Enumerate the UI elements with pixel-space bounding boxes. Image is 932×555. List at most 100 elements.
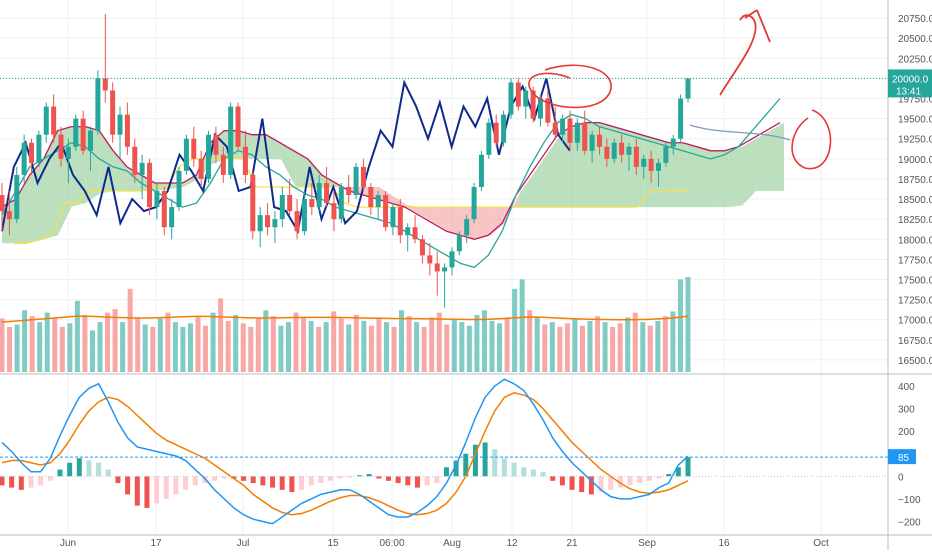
candle-body xyxy=(368,186,374,208)
ichimoku-cloud-segment xyxy=(672,142,687,208)
volume-bar xyxy=(323,322,329,372)
volume-bar xyxy=(120,322,126,372)
time-axis-tick-label: Aug xyxy=(443,538,461,549)
candle-body xyxy=(552,122,558,135)
volume-bar xyxy=(44,312,50,372)
time-axis-tick-label: Oct xyxy=(813,538,829,549)
volume-bar xyxy=(187,323,193,372)
ichimoku-cloud-segment xyxy=(700,146,715,208)
ichimoku-cloud-segment xyxy=(518,174,533,208)
macd-histogram-bar xyxy=(521,467,527,477)
time-axis-tick-label: 06:00 xyxy=(379,538,404,549)
macd-histogram-bar xyxy=(395,476,401,484)
volume-bar xyxy=(564,323,570,372)
volume-bar xyxy=(203,325,209,372)
macd-histogram-bar xyxy=(38,476,44,486)
macd-histogram-bar xyxy=(250,476,256,484)
volume-bar xyxy=(376,317,382,372)
candle-body xyxy=(36,134,42,163)
candle-body xyxy=(191,138,197,159)
macd-signal-line xyxy=(1,392,689,516)
volume-bar xyxy=(399,310,405,372)
macd-histogram-bar xyxy=(231,476,237,479)
candle-body xyxy=(88,130,94,151)
ichimoku-cloud-segment xyxy=(770,122,785,192)
volume-bar xyxy=(346,324,352,372)
ichimoku-cloud-segment xyxy=(15,174,30,244)
ichimoku-cloud-segment xyxy=(281,142,296,187)
macd-histogram-bar xyxy=(347,476,353,478)
candle-body xyxy=(442,267,448,272)
candle-body xyxy=(0,195,5,212)
volume-bar xyxy=(248,326,254,372)
volume-bar xyxy=(255,318,261,372)
candle-body xyxy=(641,158,647,167)
macd-histogram-bar xyxy=(134,476,140,506)
candle-body xyxy=(176,170,182,208)
candle-body xyxy=(250,174,256,232)
macd-histogram-bar xyxy=(270,476,276,488)
axis-layer: 20750.0 20500.0 20250.0 20000.0 19750.0 19500… xyxy=(60,14,932,549)
volume-bar xyxy=(421,326,427,372)
volume-bar xyxy=(316,326,322,372)
volume-bar xyxy=(444,324,450,372)
ichimoku-cloud-segment xyxy=(532,154,547,208)
candle-body xyxy=(316,182,322,208)
volume-bar xyxy=(662,316,668,372)
macd-histogram-bar xyxy=(241,476,247,481)
candle-body xyxy=(331,203,337,220)
volume-bar xyxy=(14,324,20,372)
candle-body xyxy=(14,174,20,220)
macd-histogram-bar xyxy=(511,462,517,477)
macd-histogram-bar xyxy=(125,476,131,495)
candle-body xyxy=(110,90,116,135)
candle-body xyxy=(655,162,661,171)
candle-body xyxy=(604,146,610,159)
candle-body xyxy=(117,114,123,135)
volume-bar xyxy=(157,318,163,372)
candle-body xyxy=(670,138,676,147)
price-axis-tick-label: 19500.0 xyxy=(898,115,932,126)
ichimoku-cloud-segment xyxy=(616,126,631,208)
candle-body xyxy=(589,134,595,151)
ichimoku-cloud-segment xyxy=(29,158,44,243)
ichimoku-cloud-segment xyxy=(630,130,645,208)
volume-bar xyxy=(278,325,284,372)
volume-bar xyxy=(210,312,216,372)
price-axis-tick-label: 19750.0 xyxy=(898,95,932,106)
macd-histogram-bar xyxy=(289,476,295,493)
macd-histogram-bar xyxy=(76,458,82,477)
candle-body xyxy=(324,182,330,204)
price-axis-tick-label: 18000.0 xyxy=(898,235,932,246)
macd-histogram-bar xyxy=(337,476,343,479)
volume-bar xyxy=(338,318,344,372)
volume-bar xyxy=(383,322,389,372)
macd-axis-tick-label: −100 xyxy=(898,495,921,506)
macd-histogram-bar xyxy=(463,453,469,477)
candle-body xyxy=(287,195,293,212)
candle-body xyxy=(486,122,492,155)
volume-bar xyxy=(308,320,314,372)
macd-histogram-bar xyxy=(405,476,411,486)
candle-body xyxy=(272,219,278,228)
ichimoku-cloud-segment xyxy=(742,138,757,206)
candle-body xyxy=(508,82,514,115)
ichimoku-cloud-segment xyxy=(448,207,463,236)
macd-histogram-bar xyxy=(9,476,15,488)
volume-bar xyxy=(549,322,555,372)
volume-bar xyxy=(406,316,412,372)
volume-bar xyxy=(97,322,103,372)
volume-bar xyxy=(534,317,540,372)
candle-body xyxy=(405,227,411,236)
volume-bar xyxy=(89,330,95,372)
candle-body xyxy=(619,142,625,155)
macd-histogram-bar xyxy=(482,442,488,477)
macd-histogram-bar xyxy=(279,476,285,490)
volume-bar xyxy=(142,324,148,372)
volume-bar xyxy=(519,279,525,372)
volume-bar xyxy=(353,315,359,372)
candle-body xyxy=(65,146,71,159)
candle-body xyxy=(220,154,226,175)
